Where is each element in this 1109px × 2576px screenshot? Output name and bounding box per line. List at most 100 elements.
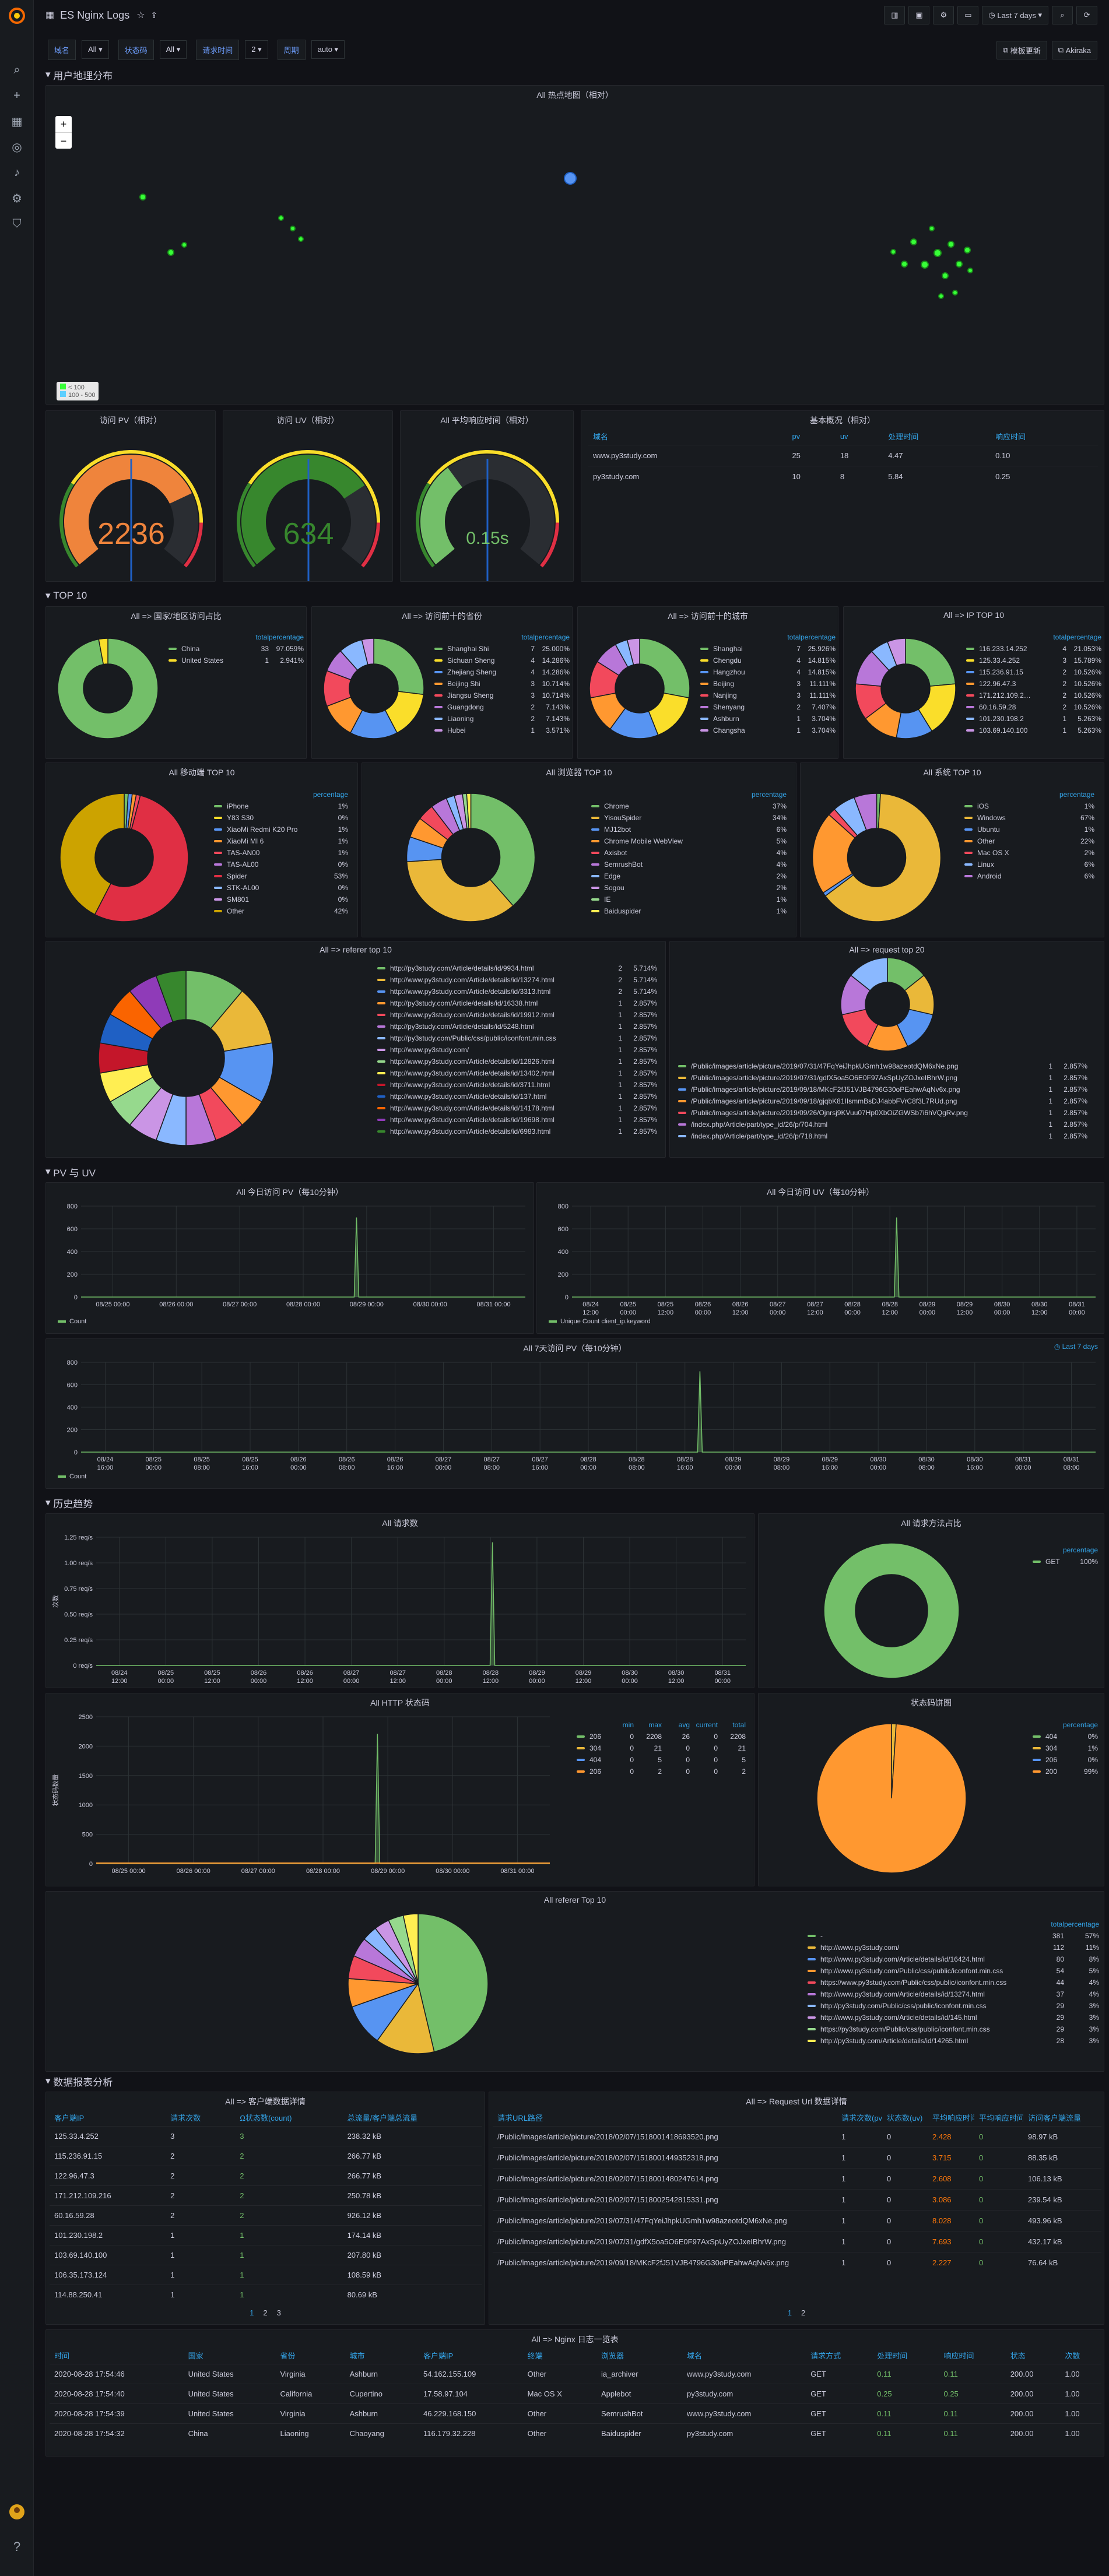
pagination-page[interactable]: 3 — [276, 2308, 281, 2317]
save-button[interactable]: ▣ — [908, 6, 930, 24]
legend-item[interactable]: GET 100% — [1033, 1556, 1098, 1568]
legend-item[interactable]: Y83 S30 0% — [214, 812, 353, 824]
grafana-logo-icon[interactable] — [8, 7, 26, 24]
row-history[interactable]: ▾ 历史趋势 — [45, 1497, 93, 1510]
row-top10[interactable]: ▾ TOP 10 — [45, 590, 87, 601]
legend-item[interactable]: Chrome 37% — [591, 800, 791, 812]
legend-item[interactable]: http://www.py3study.com/Article/details/… — [377, 974, 657, 986]
pie-slice[interactable] — [639, 638, 690, 698]
legend-col-header[interactable]: percentage — [801, 633, 836, 641]
legend-item[interactable]: Spider 53% — [214, 870, 353, 882]
legend-label[interactable]: Unique Count client_ip.keyword — [560, 1318, 651, 1325]
map-marker[interactable] — [890, 249, 896, 255]
legend-col-header[interactable]: percentage — [535, 633, 570, 641]
legend-col-header[interactable]: total — [787, 633, 801, 641]
legend-label[interactable]: Count — [69, 1473, 86, 1480]
map-marker[interactable] — [290, 226, 296, 231]
legend-col-header[interactable]: percentage — [1063, 1721, 1099, 1729]
legend-item[interactable]: /Public/images/article/picture/2019/09/2… — [678, 1107, 1099, 1119]
legend-item[interactable]: XiaoMi Redmi K20 Pro 1% — [214, 824, 353, 835]
legend-item[interactable]: Shenyang 2 7.407% — [700, 701, 836, 713]
legend-item[interactable]: 304 0 21 0 0 21 — [577, 1742, 748, 1754]
legend-col-header[interactable]: total — [1053, 633, 1066, 641]
legend-item[interactable]: 404 0 5 0 0 5 — [577, 1754, 748, 1766]
table-header[interactable]: 时间 — [54, 2352, 70, 2361]
legend-item[interactable]: 60.16.59.28 2 10.526% — [966, 701, 1101, 713]
pie-slice[interactable] — [155, 970, 187, 1022]
legend-item[interactable]: http://www.py3study.com/Article/details/… — [377, 1009, 657, 1021]
legend-item[interactable]: Other 42% — [214, 905, 353, 917]
map-marker[interactable] — [181, 242, 187, 248]
plus-icon[interactable]: + — [13, 89, 20, 102]
legend-item[interactable]: United States 1 2.941% — [169, 655, 304, 666]
map-marker[interactable] — [952, 290, 958, 296]
table-header[interactable]: 次数 — [1065, 2352, 1080, 2361]
table-header[interactable]: 响应时间 — [995, 433, 1026, 442]
map-marker[interactable] — [921, 261, 929, 269]
legend-item[interactable]: 206 0 2 0 0 2 — [577, 1766, 748, 1777]
row-report[interactable]: ▾ 数据报表分析 — [45, 2075, 113, 2088]
legend-item[interactable]: http://www.py3study.com/Article/details/… — [377, 1056, 657, 1067]
series-line[interactable] — [572, 1217, 1096, 1298]
legend-item[interactable]: SemrushBot 4% — [591, 859, 791, 870]
legend-col-header[interactable]: percentage — [1059, 790, 1095, 799]
legend-item[interactable]: 171.212.109.216 2 10.526% — [966, 690, 1101, 701]
pie-slice[interactable] — [466, 793, 472, 829]
legend-item[interactable]: Nanjing 3 11.111% — [700, 690, 836, 701]
link-dash-update[interactable]: ⧉ 模板更新 — [996, 41, 1047, 59]
legend-item[interactable]: Jiangsu Sheng 3 10.714% — [434, 690, 570, 701]
pie-slice[interactable] — [853, 793, 878, 831]
legend-col-header[interactable]: percentage — [313, 790, 349, 799]
table-header[interactable]: Ω状态数(count) — [240, 2114, 292, 2123]
pie-slice[interactable] — [823, 1542, 960, 1679]
legend-col-header[interactable]: percentage — [1064, 1920, 1100, 1928]
pagination-page[interactable]: 1 — [787, 2308, 792, 2317]
table-header[interactable]: 请求URL路径 — [497, 2114, 543, 2123]
legend-item[interactable]: /Public/images/article/picture/2019/07/3… — [678, 1060, 1099, 1072]
legend-item[interactable]: Chengdu 4 14.815% — [700, 655, 836, 666]
table-header[interactable]: 国家 — [188, 2352, 203, 2361]
legend-item[interactable]: Beijing Shi 3 10.714% — [434, 678, 570, 690]
legend-item[interactable]: XiaoMi MI 6 1% — [214, 835, 353, 847]
table-header[interactable]: 请求次数 — [170, 2114, 201, 2123]
legend-item[interactable]: - 381 57% — [808, 1930, 1099, 1942]
tv-mode-button[interactable]: ▭ — [957, 6, 979, 24]
pie-slice[interactable] — [59, 793, 125, 915]
table-header[interactable]: 平均响应时间(秒) — [979, 2114, 1023, 2123]
table-header[interactable]: 状态数(uv) — [887, 2114, 923, 2123]
pie-slice[interactable] — [850, 957, 888, 992]
legend-item[interactable]: Beijing 3 11.111% — [700, 678, 836, 690]
legend-item[interactable]: 116.233.14.252 4 21.053% — [966, 643, 1101, 655]
legend-item[interactable]: TAS-AN00 1% — [214, 847, 353, 859]
config-icon[interactable]: ⚙ — [12, 192, 22, 205]
legend-item[interactable]: iOS 1% — [964, 800, 1099, 812]
legend-item[interactable]: http://py3study.com/Public/css/public/ic… — [808, 2000, 1099, 2012]
pie-slice[interactable] — [470, 793, 536, 906]
map-marker[interactable] — [298, 236, 304, 242]
table-header[interactable]: 城市 — [349, 2352, 365, 2361]
legend-item[interactable]: STK-AL00 0% — [214, 882, 353, 894]
legend-item[interactable]: Sogou 2% — [591, 882, 791, 894]
legend-item[interactable]: /Public/images/article/picture/2019/09/1… — [678, 1095, 1099, 1107]
table-header[interactable]: 总流量/客户端总流量 — [347, 2114, 418, 2123]
pagination-page[interactable]: 2 — [263, 2308, 268, 2317]
legend-col-header[interactable]: percentage — [1066, 633, 1102, 641]
legend-item[interactable]: http://www.py3study.com/Article/details/… — [377, 1091, 657, 1102]
legend-item[interactable]: Baiduspider 1% — [591, 905, 791, 917]
legend-item[interactable]: TAS-AL00 0% — [214, 859, 353, 870]
pie-slice[interactable] — [417, 1913, 489, 2053]
legend-item[interactable]: Edge 2% — [591, 870, 791, 882]
table-header[interactable]: 平均响应时间 — [932, 2114, 974, 2123]
legend-item[interactable]: /index.php/Article/part/type_id/26/p/704… — [678, 1119, 1099, 1130]
add-panel-button[interactable]: ▥ — [884, 6, 906, 24]
map-marker[interactable] — [167, 249, 174, 256]
table-header[interactable]: 省份 — [280, 2352, 296, 2361]
legend-item[interactable]: http://www.py3study.com/Article/details/… — [377, 1102, 657, 1114]
legend-item[interactable]: Zhejiang Sheng 4 14.286% — [434, 666, 570, 678]
legend-item[interactable]: http://py3study.com/Article/details/id/5… — [377, 1021, 657, 1032]
map-marker[interactable] — [278, 215, 284, 221]
legend-item[interactable]: 404 0% — [1033, 1731, 1098, 1742]
zoom-out-button[interactable]: ⌕ — [1052, 6, 1073, 24]
legend-item[interactable]: Shanghai 7 25.926% — [700, 643, 836, 655]
legend-item[interactable]: Axisbot 4% — [591, 847, 791, 859]
